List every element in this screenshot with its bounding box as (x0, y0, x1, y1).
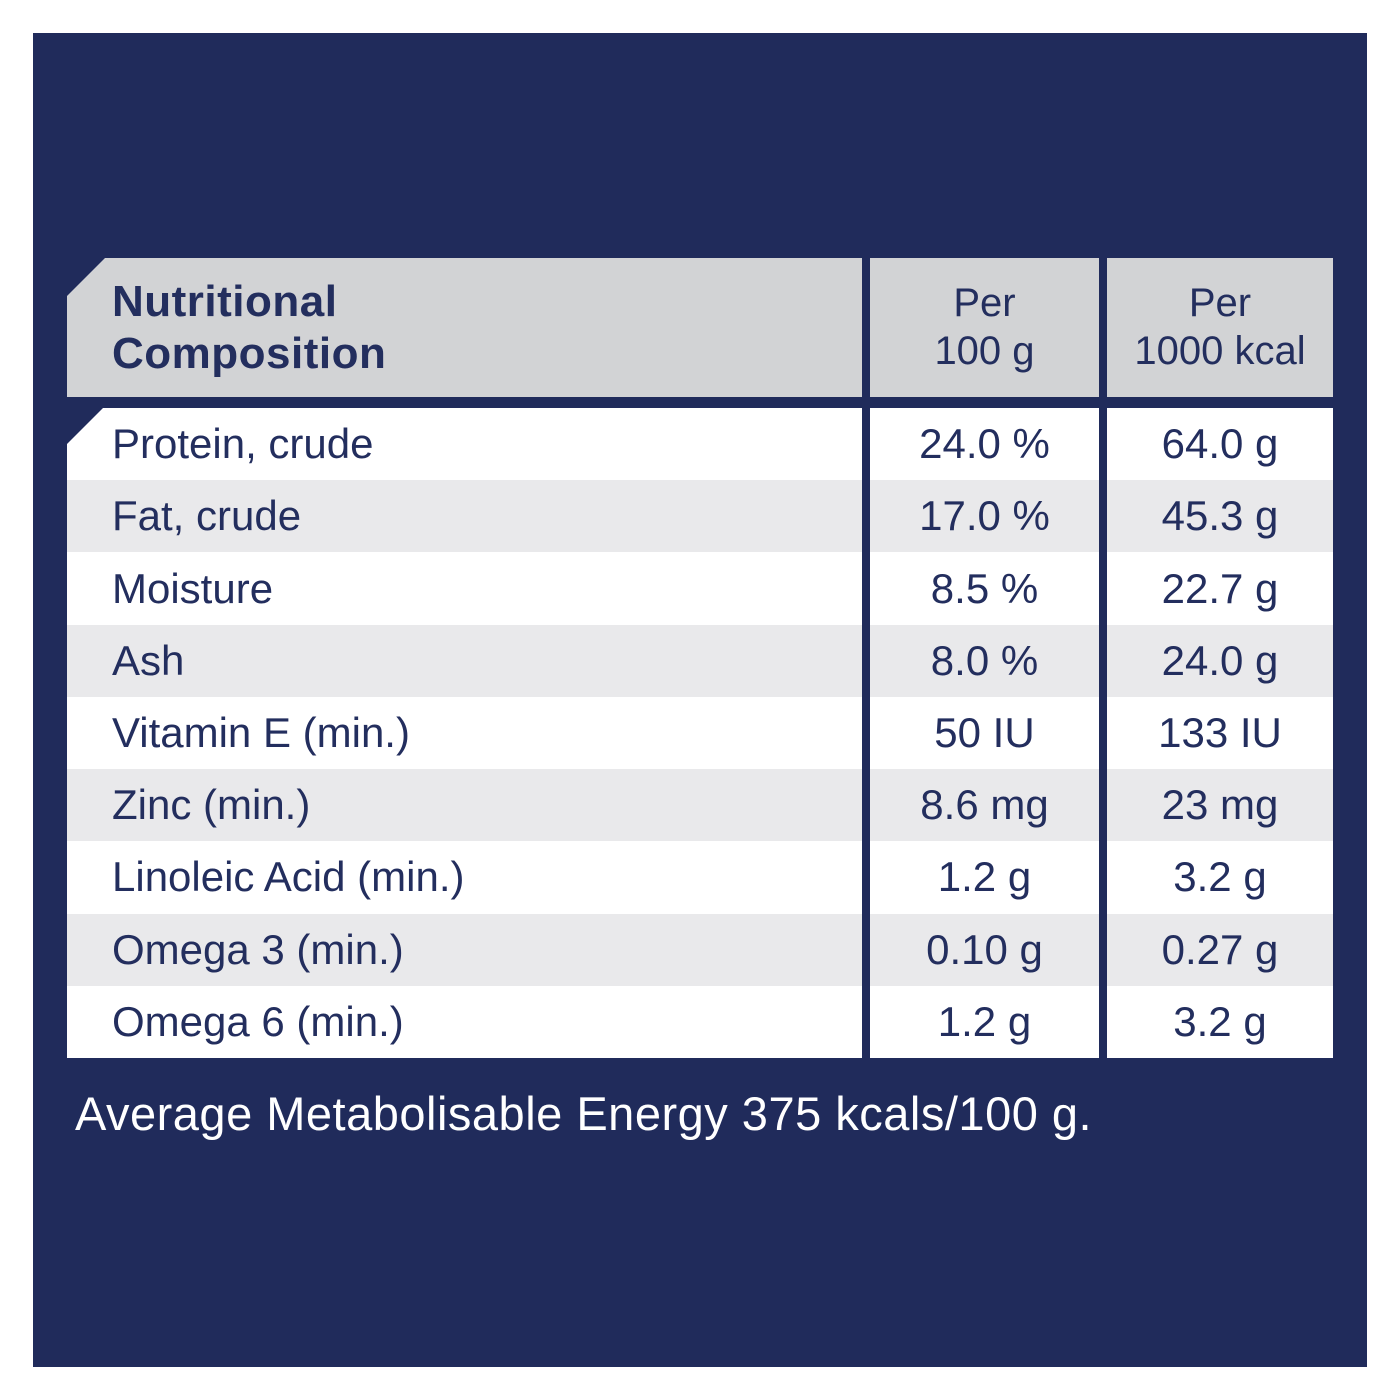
row-per1000kcal-value: 23 mg (1099, 769, 1333, 842)
row-per100g-value: 24.0 % (862, 408, 1099, 481)
header-per-1000kcal-line2: 1000 kcal (1134, 328, 1306, 373)
row-per100g-value: 8.6 mg (862, 769, 1099, 842)
row-per100g-value: 8.0 % (862, 624, 1099, 697)
row-per1000kcal-value: 64.0 g (1099, 408, 1333, 481)
row-label: Omega 6 (min.) (67, 985, 862, 1058)
row-per1000kcal-value: 24.0 g (1099, 624, 1333, 697)
row-label: Protein, crude (67, 408, 862, 481)
row-per100g-value: 50 IU (862, 696, 1099, 770)
header-title-line2: Composition (112, 328, 387, 378)
row-per1000kcal-value: 3.2 g (1099, 985, 1333, 1058)
row-label: Moisture (67, 552, 862, 625)
row-label: Fat, crude (67, 480, 862, 553)
table-row-vitamin-e: Vitamin E (min.) 50 IU 133 IU (67, 696, 1333, 770)
row-per100g-value: 1.2 g (862, 841, 1099, 914)
header-per-100g: Per 100 g (862, 258, 1099, 397)
table-row-ash: Ash 8.0 % 24.0 g (67, 624, 1333, 697)
table-row-omega-3: Omega 3 (min.) 0.10 g 0.27 g (67, 913, 1333, 986)
navy-panel: Nutritional Composition Per 100 g Per 10… (33, 33, 1367, 1367)
row-per100g-value: 0.10 g (862, 913, 1099, 986)
table-row-omega-6: Omega 6 (min.) 1.2 g 3.2 g (67, 985, 1333, 1058)
header-nutritional-composition: Nutritional Composition (67, 258, 862, 397)
average-metabolisable-energy-note: Average Metabolisable Energy 375 kcals/1… (75, 1087, 1093, 1140)
table-row-linoleic-acid: Linoleic Acid (min.) 1.2 g 3.2 g (67, 841, 1333, 914)
row-label: Vitamin E (min.) (67, 696, 862, 770)
row-per1000kcal-value: 45.3 g (1099, 480, 1333, 553)
header-per-1000kcal-line1: Per (1188, 281, 1252, 326)
table-row-fat: Fat, crude 17.0 % 45.3 g (67, 480, 1333, 553)
table-body: Protein, crude 24.0 % 64.0 g Fat, crude … (67, 408, 1333, 1058)
row-label: Zinc (min.) (67, 769, 862, 842)
table-row-protein: Protein, crude 24.0 % 64.0 g (67, 408, 1333, 481)
table-row-moisture: Moisture 8.5 % 22.7 g (67, 552, 1333, 625)
header-title-line1: Nutritional (112, 277, 338, 327)
header-per-100g-line1: Per (953, 281, 1016, 326)
row-per100g-value: 17.0 % (862, 480, 1099, 553)
row-per1000kcal-value: 22.7 g (1099, 552, 1333, 625)
row-per1000kcal-value: 0.27 g (1099, 913, 1333, 986)
row-per100g-value: 8.5 % (862, 552, 1099, 625)
row-label: Omega 3 (min.) (67, 913, 862, 986)
table-header-row: Nutritional Composition Per 100 g Per 10… (67, 258, 1333, 397)
row-label: Linoleic Acid (min.) (67, 841, 862, 914)
table-row-zinc: Zinc (min.) 8.6 mg 23 mg (67, 769, 1333, 842)
header-per-1000kcal: Per 1000 kcal (1099, 258, 1333, 397)
header-per-100g-line2: 100 g (934, 328, 1035, 373)
row-per100g-value: 1.2 g (862, 985, 1099, 1058)
row-per1000kcal-value: 133 IU (1099, 696, 1333, 770)
row-per1000kcal-value: 3.2 g (1099, 841, 1333, 914)
row-label: Ash (67, 624, 862, 697)
